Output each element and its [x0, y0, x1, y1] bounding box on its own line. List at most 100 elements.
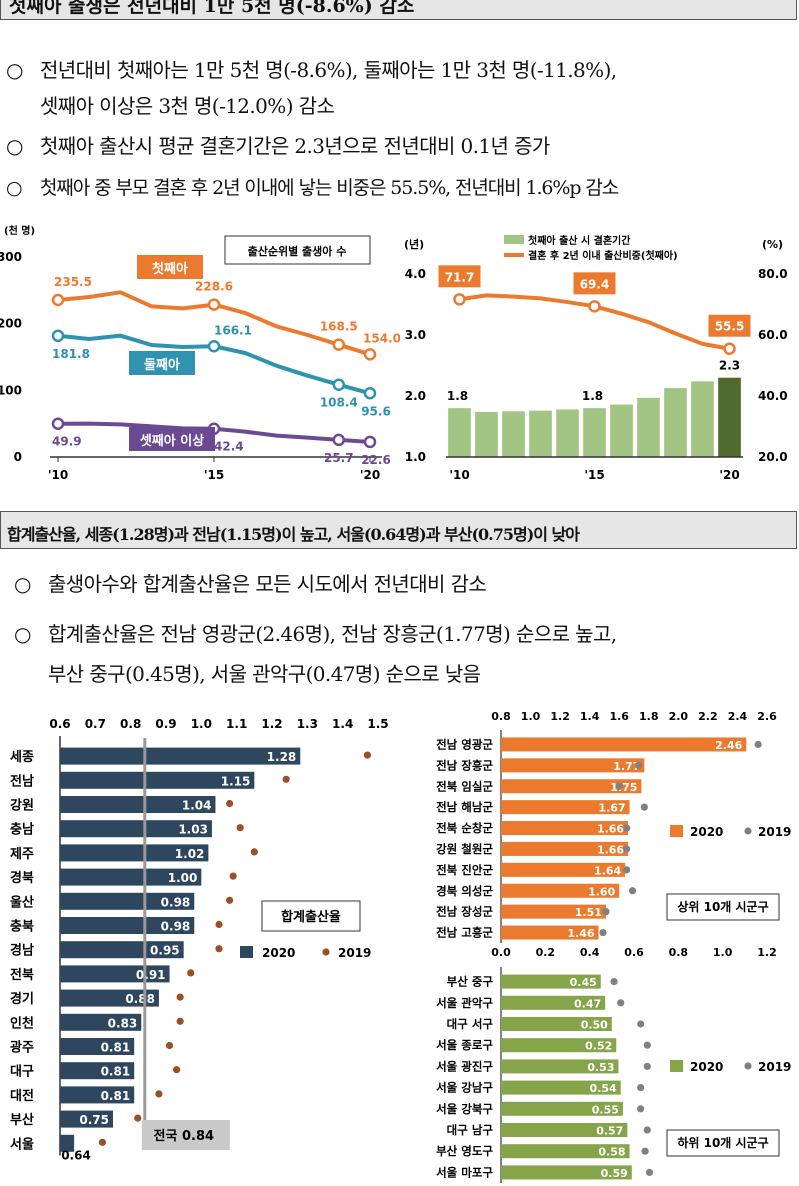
bar-2020	[501, 995, 606, 1010]
section1-header: 첫째아 출생은 전년대비 1만 5천 명(-8.6%) 감소	[0, 0, 797, 20]
dot-2019	[637, 1105, 645, 1113]
y-tick-label: 0	[14, 450, 22, 464]
x-tick-label: 0.9	[155, 717, 176, 731]
category-label: 서울 종로구	[436, 1038, 493, 1052]
legend-label-2020: 2020	[690, 1060, 723, 1074]
series-name-third: 셋째아 이상	[140, 433, 204, 449]
bar-2020	[501, 1123, 628, 1137]
category-label: 서울 강북구	[436, 1102, 493, 1116]
x-tick-label: 1.0	[713, 946, 733, 959]
bar-2020	[501, 883, 620, 898]
x-tick-label: 2.4	[728, 710, 748, 723]
x-tick-label: 1.6	[609, 710, 629, 723]
bullet-5-cont: 부산 중구(0.45명), 서울 관악구(0.47명) 순으로 낮음	[48, 656, 481, 692]
section2-header: 합계출산율, 세종(1.28명)과 전남(1.15명)이 높고, 서울(0.64…	[0, 511, 797, 549]
marriage-duration-chart: (년) (%) 1.0 2.0 3.0 4.0 20.0 40.0 60.0 80.0 첫째아 출산…	[404, 234, 788, 482]
x-tick-label: 1.0	[191, 717, 212, 731]
series-name-first: 첫째아	[152, 261, 188, 277]
category-label: 전남	[10, 773, 34, 789]
bar-label: 1.67	[598, 802, 625, 815]
bar-2020	[501, 1080, 621, 1095]
bar-2020	[60, 1013, 142, 1031]
legend-swatch-2019	[744, 827, 752, 835]
chart-title-box	[261, 900, 361, 932]
dot-2019	[176, 1017, 184, 1025]
bar-label: 0.45	[570, 976, 597, 989]
line-point	[723, 342, 736, 355]
dot-2019	[599, 928, 607, 937]
x-tick-label: 1.4	[580, 710, 600, 723]
x-tick-label: 2.2	[698, 710, 718, 723]
category-label: 대전	[10, 1088, 34, 1104]
y-tick-label-left: 1.0	[405, 450, 426, 464]
dot-2019	[610, 978, 618, 986]
bullet-2: ○ 첫째아 출산시 평균 결혼기간은 2.3년으로 전년대비 0.1년 증가	[6, 128, 550, 164]
data-point	[363, 348, 377, 361]
data-label: 22.6	[361, 453, 391, 467]
bullet-marker: ○	[6, 58, 23, 82]
category-label: 전북	[10, 967, 34, 983]
data-point	[207, 298, 221, 311]
bullet-text: 셋째아 이상은 3천 명(-12.0%) 감소	[40, 94, 335, 118]
dot-2019	[643, 1062, 651, 1070]
dot-2019	[134, 1114, 142, 1122]
bar-label: 0.54	[590, 1082, 617, 1095]
data-label: 42.4	[214, 440, 244, 454]
bar-2020	[60, 844, 209, 862]
bar-label: 1.46	[567, 927, 594, 940]
bar-label: 1.15	[221, 774, 251, 788]
dot-2019	[236, 824, 244, 832]
chart-title-box	[666, 893, 780, 921]
y-tick-label: 200	[0, 317, 22, 331]
dot-2019	[165, 1041, 174, 1050]
bar-label: 1.00	[168, 871, 198, 885]
bar-2020	[60, 868, 202, 886]
x-tick-label: 1.1	[226, 717, 247, 731]
dot-2019	[363, 751, 371, 759]
x-tick-label: 1.2	[550, 710, 570, 723]
category-label: 경기	[10, 991, 34, 1007]
bar	[475, 411, 498, 457]
bullet-marker: ○	[14, 622, 31, 646]
bar-label: 1.77	[613, 760, 640, 773]
dot-2019	[628, 887, 637, 895]
category-label: 서울 마포구	[436, 1165, 493, 1179]
bar-label: 0.81	[101, 1065, 131, 1079]
x-tick-label: '10	[48, 468, 68, 482]
line-label-box	[573, 272, 616, 295]
data-point	[332, 338, 346, 351]
bullet-marker: ○	[6, 177, 23, 199]
data-label: 95.6	[361, 404, 391, 418]
legend-label-line: 결혼 후 2년 이내 출산비중(첫째아)	[528, 249, 678, 262]
dot-2019	[637, 1020, 645, 1028]
series-name-third-badge	[129, 427, 215, 451]
series-name-second: 둘째아	[144, 357, 180, 373]
bar-2020	[501, 925, 599, 940]
bar-2020	[501, 800, 630, 815]
x-tick-label: 0.6	[624, 946, 644, 959]
data-label: 166.1	[214, 323, 252, 337]
dot-2019	[215, 920, 223, 929]
dot-2019	[173, 1066, 181, 1074]
y-tick-label-right: 20.0	[758, 450, 788, 464]
bar-label: 0.88	[125, 992, 155, 1006]
data-point	[51, 293, 65, 307]
bar-2020	[501, 821, 629, 836]
bar-label: 0.52	[585, 1040, 612, 1053]
category-label: 경남	[10, 943, 34, 959]
bar-2020	[501, 1059, 619, 1074]
dot-2019	[617, 999, 625, 1007]
y-tick-label-right: 80.0	[758, 267, 788, 281]
dot-2019	[623, 845, 631, 853]
reference-label: 전국 0.84	[154, 1128, 215, 1144]
bar	[448, 408, 471, 457]
unit-label: (천 명)	[4, 224, 35, 237]
bullet-3: ○ 첫째아 중 부모 결혼 후 2년 이내에 낳는 비중은 55.5%, 전년대비…	[6, 170, 619, 206]
bar-label: 0.95	[150, 944, 180, 958]
bar-2020	[60, 917, 195, 934]
chart-title-box	[224, 235, 371, 265]
bar-label: 0.64	[61, 1148, 91, 1162]
x-tick-label: 1.5	[367, 717, 388, 731]
data-label: 49.9	[52, 435, 82, 449]
x-tick-label: 0.2	[536, 946, 556, 959]
